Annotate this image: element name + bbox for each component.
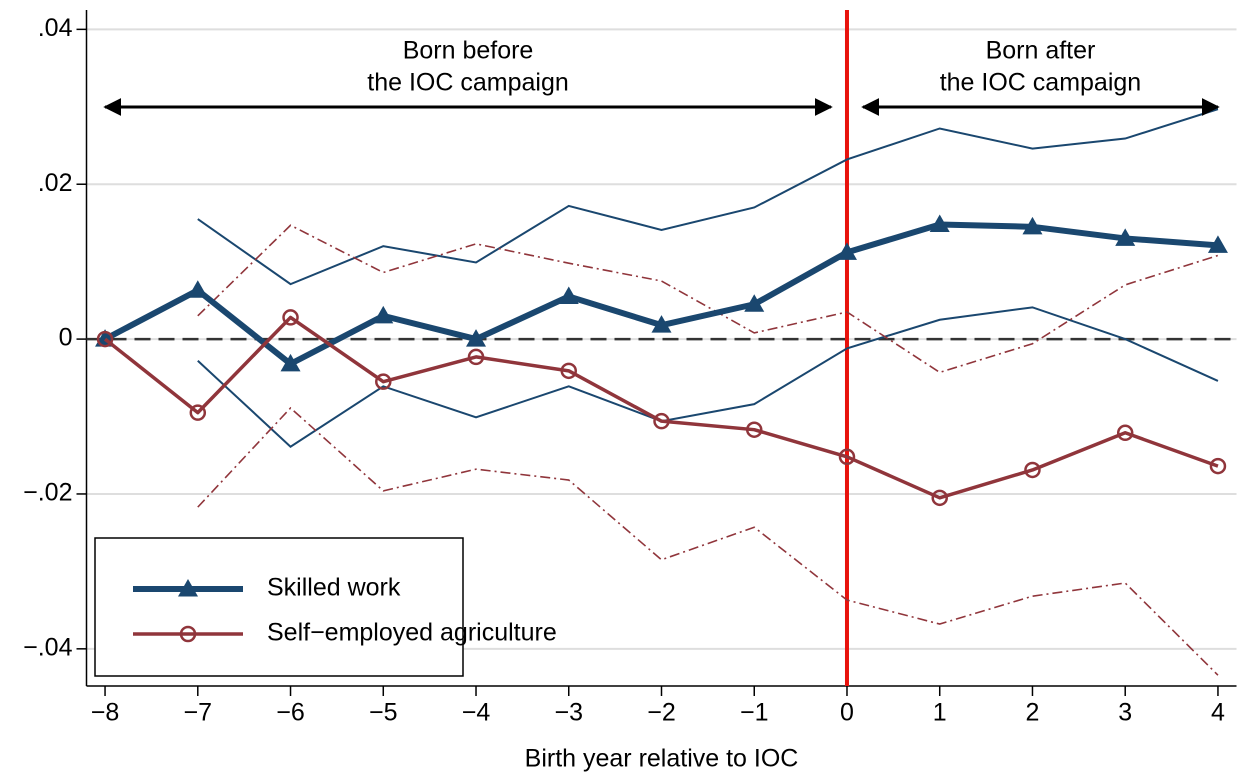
- legend-box: [94, 537, 464, 677]
- marker: [560, 362, 578, 380]
- marker: [1115, 228, 1136, 246]
- x-tick-label: −5: [369, 699, 398, 727]
- y-tick-label: .04: [38, 14, 73, 42]
- annotation-text: the IOC campaign: [940, 69, 1142, 97]
- annotation-text: the IOC campaign: [367, 69, 569, 97]
- marker: [1209, 457, 1227, 475]
- legend-label: Self−employed agriculture: [267, 619, 557, 647]
- legend-label: Skilled work: [267, 574, 401, 602]
- x-tick-label: 3: [1118, 699, 1132, 727]
- x-tick-label: 4: [1211, 699, 1225, 727]
- x-tick-label: −8: [91, 699, 120, 727]
- marker: [1022, 216, 1043, 235]
- marker: [373, 305, 394, 324]
- marker: [744, 294, 765, 312]
- marker: [178, 579, 198, 597]
- marker: [280, 353, 301, 372]
- ci-line: [197, 108, 1219, 286]
- x-tick-label: 2: [1026, 699, 1040, 727]
- marker: [929, 214, 950, 232]
- marker: [745, 421, 763, 438]
- ci-line: [197, 224, 1219, 374]
- marker: [179, 625, 197, 643]
- x-tick-label: 0: [840, 699, 854, 727]
- x-tick-label: −6: [276, 699, 305, 727]
- x-tick-label: −3: [555, 699, 584, 727]
- marker: [558, 286, 579, 305]
- marker: [96, 330, 114, 348]
- x-tick-label: −1: [740, 699, 769, 727]
- x-tick-label: −2: [647, 699, 676, 727]
- annotation-text: Born before: [403, 37, 534, 65]
- marker: [651, 315, 672, 333]
- marker: [187, 280, 208, 298]
- y-tick-label: .02: [38, 169, 73, 197]
- marker: [1207, 235, 1228, 253]
- marker: [1116, 424, 1134, 442]
- marker: [467, 348, 485, 366]
- y-tick-label: −.04: [23, 633, 72, 661]
- x-axis-label: Birth year relative to IOC: [525, 745, 799, 773]
- x-tick-label: −7: [184, 699, 213, 727]
- ci-line: [197, 306, 1219, 448]
- y-tick-label: −.02: [23, 479, 72, 507]
- marker: [1024, 461, 1041, 479]
- annotation-text: Born after: [986, 37, 1096, 65]
- series-line: [103, 315, 1219, 500]
- x-tick-label: −4: [462, 699, 491, 727]
- y-tick-label: 0: [59, 324, 73, 352]
- marker: [838, 448, 856, 466]
- marker: [931, 489, 948, 507]
- series-line: [103, 221, 1219, 367]
- marker: [282, 309, 299, 326]
- marker: [375, 373, 392, 390]
- marker: [189, 404, 207, 421]
- x-tick-label: 1: [933, 699, 947, 727]
- ci-line: [197, 406, 1219, 676]
- marker: [836, 242, 857, 260]
- marker: [466, 329, 487, 347]
- marker: [653, 412, 670, 430]
